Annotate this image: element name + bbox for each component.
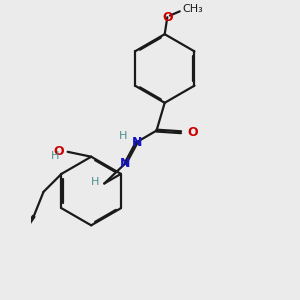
Text: O: O [187, 126, 197, 139]
Text: O: O [162, 11, 172, 24]
Text: H: H [91, 177, 99, 187]
Text: O: O [53, 145, 64, 158]
Text: CH₃: CH₃ [182, 4, 203, 14]
Text: H: H [119, 131, 128, 141]
Text: N: N [120, 157, 131, 170]
Text: H: H [51, 151, 59, 161]
Text: N: N [132, 136, 142, 148]
